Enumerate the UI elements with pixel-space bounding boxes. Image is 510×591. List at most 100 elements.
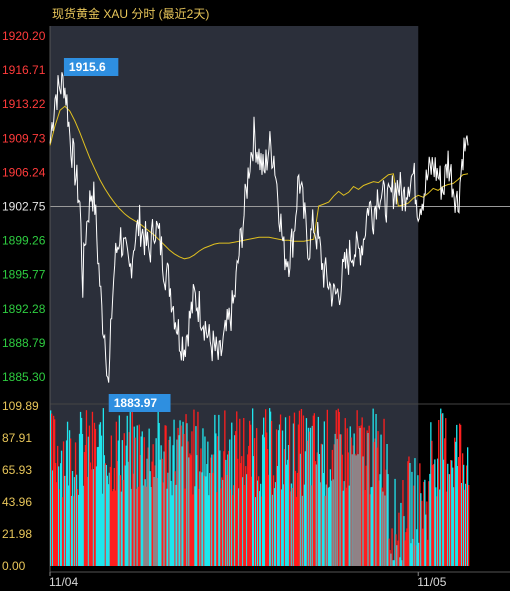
volume-bar xyxy=(333,444,335,566)
volume-bar xyxy=(288,415,291,566)
volume-bar xyxy=(387,474,389,566)
volume-bar xyxy=(93,422,96,566)
volume-tick-label: 21.98 xyxy=(2,527,32,541)
volume-bar xyxy=(393,560,395,566)
price-tick-label: 1913.22 xyxy=(2,97,46,111)
volume-bar xyxy=(120,491,122,566)
volume-bar xyxy=(80,417,83,566)
volume-bar xyxy=(195,426,197,566)
volume-bar xyxy=(368,425,370,566)
volume-bar xyxy=(178,435,180,566)
volume-bar xyxy=(313,413,315,566)
volume-bar xyxy=(231,422,233,566)
volume-bar xyxy=(324,495,326,566)
volume-bar xyxy=(431,440,433,566)
volume-bar xyxy=(308,431,311,566)
volume-bar xyxy=(255,497,257,566)
volume-bar xyxy=(462,453,464,566)
average-line xyxy=(49,105,469,260)
volume-bar xyxy=(159,459,161,566)
volume-bar xyxy=(167,472,169,566)
volume-bar xyxy=(391,528,393,566)
volume-bar xyxy=(292,423,295,566)
volume-bar xyxy=(229,439,231,566)
volume-bar xyxy=(214,414,216,566)
volume-bar xyxy=(278,424,281,566)
volume-bar xyxy=(460,424,462,566)
volume-bar xyxy=(69,438,72,566)
volume-bar xyxy=(202,428,204,566)
volume-bar xyxy=(267,449,269,566)
volume-bar xyxy=(152,444,154,566)
volume-bar xyxy=(401,560,403,566)
volume-bar xyxy=(250,424,252,566)
volume-bar xyxy=(454,437,456,566)
volume-bar xyxy=(113,468,115,566)
volume-bar xyxy=(322,473,324,566)
volume-bar xyxy=(310,485,313,566)
volume-bar xyxy=(329,469,331,566)
volume-bar xyxy=(84,445,87,566)
volume-bar xyxy=(341,454,343,566)
volume-bar xyxy=(399,557,401,566)
volume-bar xyxy=(85,410,88,566)
volume-bar xyxy=(414,458,416,566)
volume-bar xyxy=(149,471,151,566)
volume-bar xyxy=(232,495,234,566)
annotations: 1915.6 1883.97 xyxy=(63,58,171,412)
volume-bar xyxy=(342,490,344,566)
average-line-group xyxy=(49,105,469,260)
volume-bar xyxy=(352,445,354,566)
volume-bar xyxy=(398,512,400,566)
volume-bar xyxy=(312,415,314,566)
volume-bar xyxy=(173,419,175,566)
volume-bar xyxy=(130,488,132,566)
volume-bar xyxy=(379,474,381,566)
volume-bar xyxy=(261,496,263,566)
volume-bar xyxy=(96,447,99,566)
volume-bar xyxy=(62,441,65,566)
volume-bar xyxy=(245,466,247,566)
volume-bar xyxy=(137,486,139,566)
volume-bar xyxy=(362,456,364,566)
volume-bar xyxy=(452,467,454,566)
date-tick-label: 11/05 xyxy=(417,575,446,589)
volume-bar xyxy=(347,452,349,566)
volume-bar xyxy=(385,469,387,566)
volume-bar xyxy=(66,421,69,566)
volume-bar xyxy=(74,442,77,566)
volume-bar xyxy=(389,550,391,566)
volume-bar xyxy=(375,414,377,566)
volume-bar xyxy=(148,428,150,566)
volume-bar xyxy=(73,477,76,566)
volume-bar xyxy=(459,423,461,566)
volume-bar xyxy=(176,439,178,566)
volume-bar xyxy=(277,430,280,566)
volume-bar xyxy=(301,495,304,566)
volume-bar xyxy=(343,481,345,566)
volume-bar xyxy=(408,456,410,566)
volume-bar xyxy=(274,482,277,566)
volume-bar xyxy=(467,447,469,566)
volume-axis: 109.89 87.91 65.93 43.96 21.98 0.00 xyxy=(2,399,39,573)
volume-bar xyxy=(116,461,118,566)
volume-bar xyxy=(429,473,431,566)
volume-bar xyxy=(434,459,436,566)
volume-bar xyxy=(358,426,360,566)
volume-bar xyxy=(223,451,225,566)
volume-bar xyxy=(262,434,264,566)
volume-bar xyxy=(222,479,224,566)
volume-bar xyxy=(422,528,424,566)
volume-bar xyxy=(198,488,200,566)
volume-bars xyxy=(50,408,470,566)
volume-bar xyxy=(238,488,240,566)
volume-bar xyxy=(285,464,288,566)
annotation-box xyxy=(108,394,171,412)
volume-bar xyxy=(114,490,116,566)
volume-bar xyxy=(443,459,445,566)
volume-bar xyxy=(171,495,173,566)
volume-bar xyxy=(50,410,52,566)
volume-bar xyxy=(117,440,119,566)
volume-bar xyxy=(104,463,106,566)
date-axis: 11/04 11/05 xyxy=(49,572,447,589)
